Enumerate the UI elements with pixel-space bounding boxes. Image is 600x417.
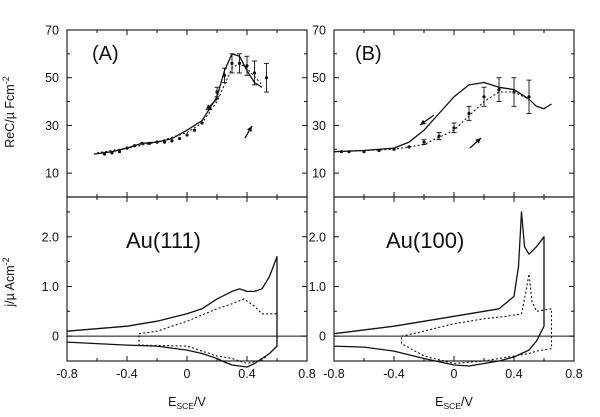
a-bottom-dotted-curve [138,298,278,365]
a-top-data-point [185,133,189,137]
data-layer [66,53,574,368]
b-bottom-x-tick-label: 0.8 [565,367,582,381]
panel-b-arrow-down-head [420,119,426,125]
a-top-data-point [200,121,204,125]
b-top-data-point [377,148,381,153]
b-bottom-y-tick-label: 2.0 [309,230,326,244]
a-top-data-point [230,61,234,65]
a-bottom-y-tick-label: 0 [52,330,59,344]
a-top-data-point [140,141,144,145]
a-top-data-point [252,71,257,75]
b-top-y-tick-label: 50 [312,71,326,85]
x-axis-label-b: ESCE/V [435,395,473,411]
a-top-data-point [237,61,242,65]
b-top-y-tick-label: 10 [312,167,326,181]
a-bottom-x-tick-label: -0.4 [116,367,138,381]
axis-ticks: 10 30 50 70 -0.8 -0.4 0 0.4 0.8 0 1.0 2.0 10 30 50 70 -0… [42,24,583,382]
b-top-data-point [422,140,426,144]
a-top-data-point [177,136,182,141]
b-top-data-point [347,150,351,154]
b-top-data-point [392,147,396,151]
a-top-dotted-curve [96,62,263,154]
a-top-data-point [162,140,167,144]
b-top-y-tick-label: 70 [312,24,326,38]
x-axis-label-a: ESCE/V [168,395,206,411]
a-top-data-point [132,144,137,148]
b-top-data-point [452,126,456,130]
b-top-data-point [339,150,344,154]
panel-a-arrow-down-head [206,104,212,110]
b-bottom-solid-curve [333,211,545,367]
a-bottom-x-tick-label: -0.8 [56,367,78,381]
a-top-data-point [147,141,152,145]
b-top-data-point [512,90,516,94]
b-bottom-x-tick-label: -0.4 [383,367,405,381]
a-top-data-point [155,140,159,144]
a-top-data-point [125,146,129,150]
a-bottom-x-tick-label: 0.8 [298,367,315,381]
panel-a-label: (A) [92,43,119,65]
a-top-y-tick-label: 70 [45,24,59,38]
a-top-y-tick-label: 50 [45,71,59,85]
a-top-data-point [102,152,107,156]
a-top-data-point [170,139,174,143]
a-top-data-point [245,64,249,68]
b-top-data-point [437,134,441,138]
b-top-data-point [482,95,486,99]
b-top-y-tick-label: 30 [312,119,326,133]
a-top-data-point [192,128,197,132]
a-top-solid-curve [93,53,263,155]
a-bottom-x-tick-label: 0 [184,367,191,381]
b-top-data-point [467,111,471,116]
panel-a-arrow-up-head [247,126,252,132]
panel-b-label: (B) [355,43,382,65]
b-top-data-point [407,145,411,149]
panel-b-arrow-up-head [475,138,481,144]
b-bottom-x-tick-label: 0.4 [505,367,522,381]
b-bottom-y-tick-label: 1.0 [309,280,326,294]
top-y-axis-label: ReC/µ Fcm-2 [1,76,17,147]
a-top-data-point [117,150,122,154]
b-top-data-point [497,88,501,92]
a-bottom-y-tick-label: 1.0 [42,280,59,294]
b-bottom-x-tick-label: -0.8 [323,367,345,381]
b-top-solid-curve [333,81,552,153]
a-top-data-point [110,151,114,155]
b-top-data-point [362,150,366,154]
a-top-y-tick-label: 30 [45,119,59,133]
b-bottom-dotted-curve [400,273,553,365]
b-bottom-y-tick-label: 0 [319,330,326,344]
a-top-y-tick-label: 10 [45,167,59,181]
a-top-data-point [222,73,227,77]
a-bottom-solid-curve [66,255,278,368]
b-bottom-x-tick-label: 0 [451,367,458,381]
b-top-data-point [527,95,531,99]
panel-b-sample-label: Au(100) [386,228,464,253]
a-top-data-point [215,90,219,94]
bottom-y-axis-label: j/µ Acm-2 [1,257,17,307]
a-bottom-y-tick-label: 2.0 [42,230,59,244]
a-top-data-point [264,76,269,80]
panel-a-sample-label: Au(111) [126,228,201,253]
a-bottom-x-tick-label: 0.4 [238,367,255,381]
